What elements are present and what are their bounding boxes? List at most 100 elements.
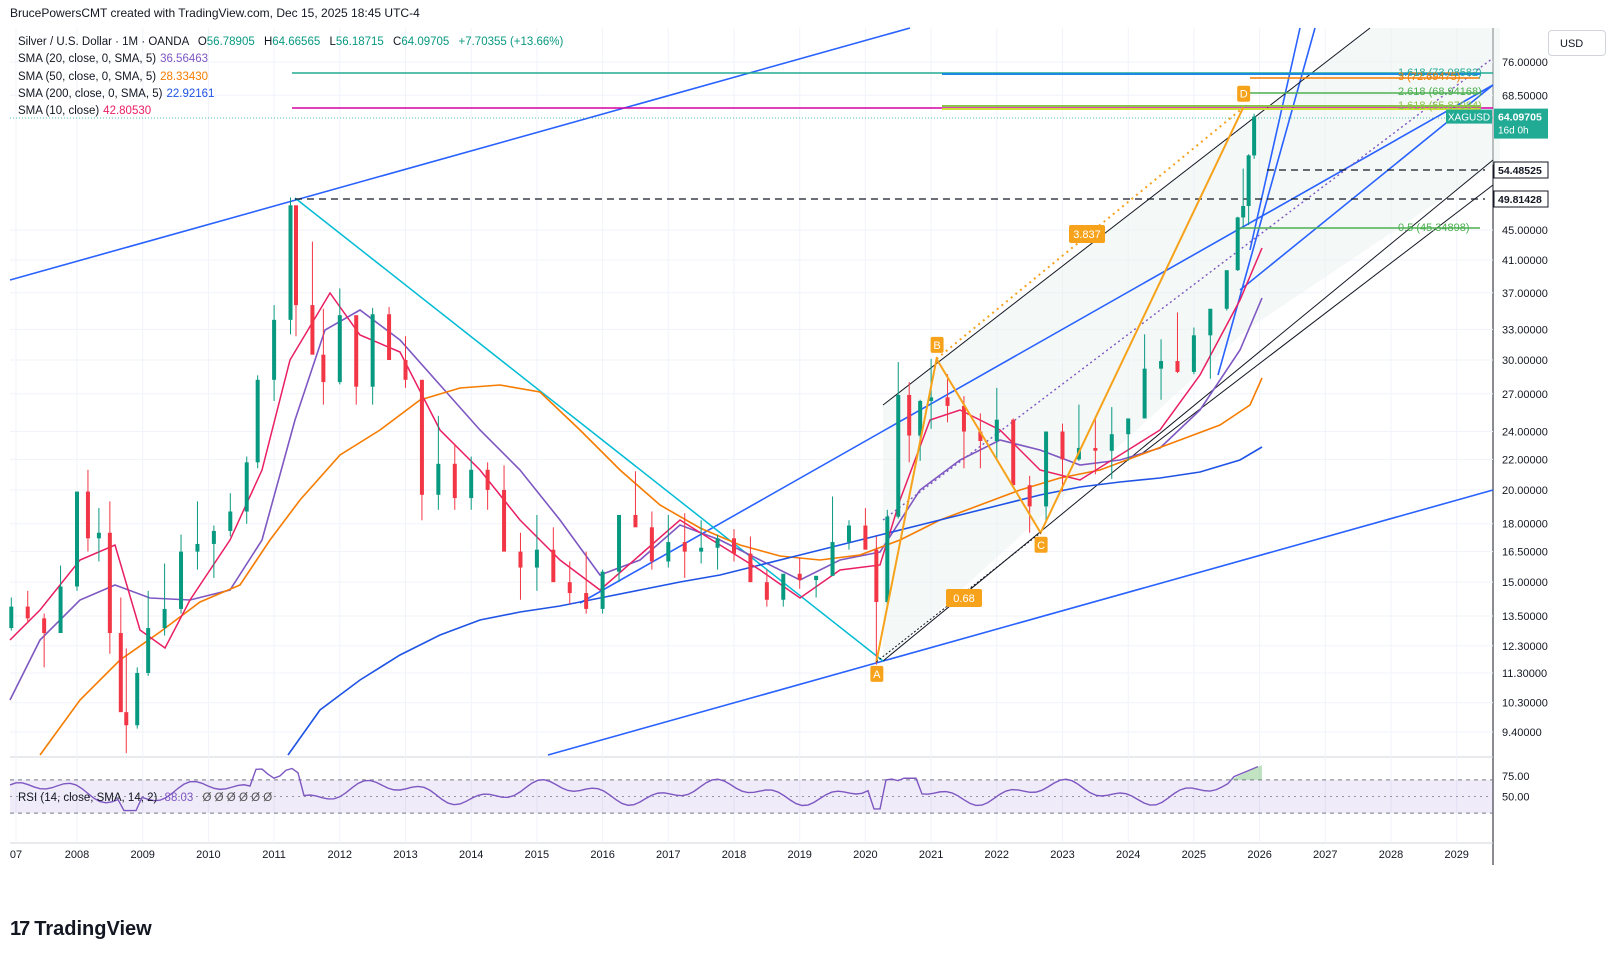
rsi-line bbox=[9, 765, 1259, 812]
symbol-name[interactable]: Silver / U.S. Dollar · 1M · OANDA bbox=[18, 36, 189, 48]
y-tick-label: 24.00000 bbox=[1502, 427, 1548, 439]
legend-sma200[interactable]: SMA (200, close, 0, SMA, 5) 22.92161 bbox=[18, 87, 215, 100]
candles bbox=[9, 113, 1257, 754]
rsi-tick-label: 50.00 bbox=[1502, 792, 1530, 804]
candle-body bbox=[1224, 270, 1229, 309]
candle-body bbox=[419, 379, 424, 495]
candle-body bbox=[1142, 368, 1147, 419]
candle-body bbox=[485, 469, 490, 490]
lower-trendline bbox=[547, 489, 1494, 756]
level-tag bbox=[1493, 161, 1549, 179]
legend-sma20[interactable]: SMA (20, close, 0, SMA, 5) 36.56463 bbox=[18, 53, 209, 66]
pattern-point-label: A bbox=[873, 669, 881, 681]
candle-body bbox=[1011, 419, 1016, 486]
fib-label: 1.618 (65.87984) bbox=[1398, 100, 1482, 112]
candle-body bbox=[1235, 217, 1240, 271]
x-tick-label: 07 bbox=[10, 849, 22, 861]
candle-body bbox=[452, 463, 457, 499]
candle-body bbox=[961, 405, 966, 432]
candle-body bbox=[85, 491, 90, 539]
symbol-tag-text: XAGUSD bbox=[1448, 113, 1490, 124]
candle-body bbox=[228, 511, 233, 531]
candle-body bbox=[978, 431, 983, 442]
candle-body bbox=[1175, 361, 1180, 372]
pattern-point-marker bbox=[1237, 85, 1251, 102]
y-tick-label: 10.30000 bbox=[1502, 698, 1548, 710]
candle-body bbox=[764, 582, 769, 600]
candle-body bbox=[162, 608, 167, 629]
candle-body bbox=[814, 575, 819, 581]
x-tick-label: 2029 bbox=[1444, 849, 1468, 861]
candle-body bbox=[370, 314, 375, 387]
fib-label: 3 (72.69475) bbox=[1398, 71, 1460, 83]
ohlc-open: O56.78905 bbox=[197, 36, 255, 48]
pattern-point-label: D bbox=[1240, 89, 1248, 101]
y-tick-label: 41.00000 bbox=[1502, 255, 1548, 267]
steep-trendline-2 bbox=[1249, 27, 1301, 251]
rsi-legend[interactable]: RSI (14, close, SMA, 14, 2) 88.03 Ø Ø Ø … bbox=[18, 792, 273, 804]
ratio-badge bbox=[1069, 225, 1105, 243]
ratio-badge bbox=[946, 589, 982, 607]
candle-body bbox=[1126, 418, 1131, 435]
x-tick-label: 2028 bbox=[1379, 849, 1403, 861]
candle-body bbox=[584, 593, 589, 609]
countdown: 16d 0h bbox=[1498, 126, 1529, 137]
candle-body bbox=[1241, 205, 1246, 218]
candle-body bbox=[699, 547, 704, 552]
tradingview-brand: 17 TradingView bbox=[10, 918, 152, 941]
candle-body bbox=[682, 542, 687, 552]
candle-body bbox=[518, 551, 523, 568]
time-axis: 07 2008 2009 2010 2011 2012 2013 2014 2015 2016 20… bbox=[10, 849, 1469, 861]
candle-body bbox=[244, 462, 249, 512]
candle-body bbox=[354, 315, 359, 387]
pattern-point-label: B bbox=[933, 340, 940, 352]
y-tick-label: 20.00000 bbox=[1502, 485, 1548, 497]
x-tick-label: 2024 bbox=[1116, 849, 1140, 861]
candle-body bbox=[1159, 361, 1164, 369]
candle-body bbox=[310, 305, 315, 355]
y-tick-label: 37.00000 bbox=[1502, 288, 1548, 300]
y-tick-label: 30.00000 bbox=[1502, 355, 1548, 367]
ohlc-high: H64.66565 bbox=[263, 36, 321, 48]
candle-body bbox=[75, 491, 79, 587]
candle-body bbox=[107, 532, 112, 634]
x-tick-label: 2022 bbox=[985, 849, 1009, 861]
candle-body bbox=[255, 379, 260, 463]
pattern-point-label: C bbox=[1037, 540, 1045, 552]
steep-trendline-1 bbox=[1217, 27, 1316, 376]
candle-body bbox=[1109, 434, 1114, 451]
candle-body bbox=[403, 359, 408, 380]
legend: Silver / U.S. Dollar · 1M · OANDA O56.78… bbox=[18, 34, 563, 120]
candle-body bbox=[1060, 431, 1065, 460]
candle-body bbox=[846, 525, 851, 543]
sma200-line bbox=[287, 446, 1263, 756]
legend-sma50[interactable]: SMA (50, close, 0, SMA, 5) 28.33430 bbox=[18, 70, 209, 83]
candle-body bbox=[551, 549, 556, 583]
candle-body bbox=[732, 538, 736, 554]
y-tick-label: 33.00000 bbox=[1502, 324, 1548, 336]
candle-body bbox=[42, 618, 47, 634]
currency-button[interactable] bbox=[1548, 30, 1606, 56]
candle-body bbox=[58, 586, 63, 634]
legend-sma10[interactable]: SMA (10, close) 42.80530 bbox=[18, 105, 152, 118]
candle-body bbox=[1027, 485, 1032, 507]
y-tick-label: 11.30000 bbox=[1502, 668, 1547, 680]
y-tick-label: 13.50000 bbox=[1502, 611, 1548, 623]
y-tick-label: 27.00000 bbox=[1502, 389, 1548, 401]
mid-trendline bbox=[579, 84, 1494, 604]
x-tick-label: 2027 bbox=[1313, 849, 1337, 861]
candle-body bbox=[567, 582, 572, 594]
channel-shading bbox=[883, 28, 1500, 661]
candle-body bbox=[272, 319, 277, 380]
y-tick-label: 45.00000 bbox=[1502, 225, 1548, 237]
candle-body bbox=[1208, 308, 1213, 336]
candle-body bbox=[666, 542, 671, 562]
candle-body bbox=[797, 573, 802, 581]
candle-body bbox=[436, 463, 441, 495]
symbol-tag bbox=[1446, 109, 1492, 124]
level-tag-value: 49.81428 bbox=[1498, 194, 1542, 206]
fib-label: 2.618 (68.94168) bbox=[1398, 86, 1482, 98]
y-tick-label: 18.00000 bbox=[1502, 519, 1548, 531]
candle-body bbox=[896, 394, 901, 517]
